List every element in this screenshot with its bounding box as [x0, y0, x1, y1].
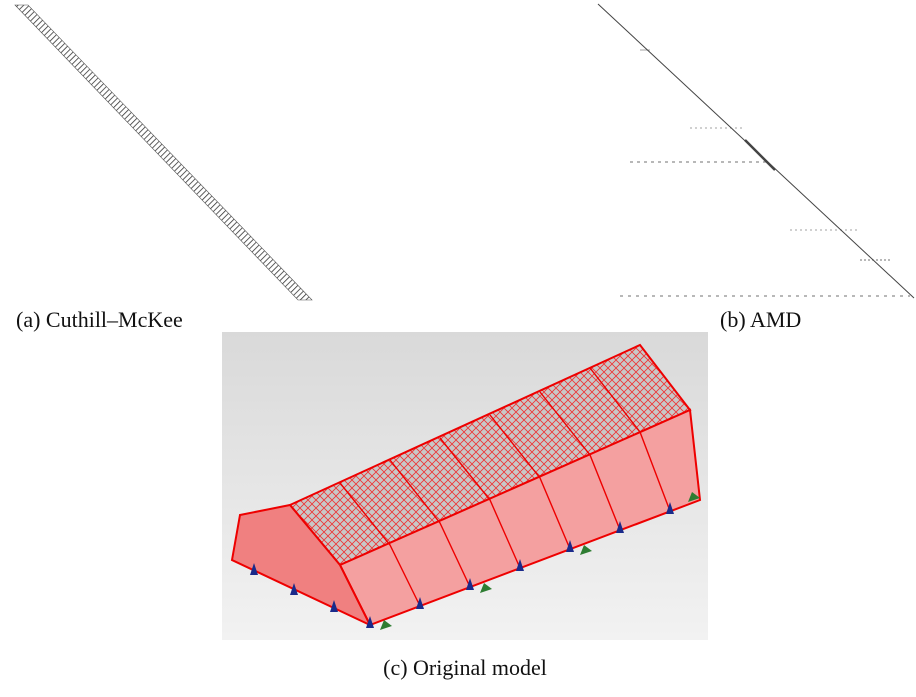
model-image — [222, 332, 708, 640]
caption: (c) Original model — [383, 655, 547, 680]
caption: (b) AMD — [720, 307, 801, 332]
page: (a) Cuthill–McKee (b) AMD — [0, 0, 916, 697]
caption: (a) Cuthill–McKee — [16, 307, 183, 332]
sparsity-plot-a — [15, 5, 312, 300]
sparsity-plot-b — [598, 4, 914, 298]
figure: (a) Cuthill–McKee (b) AMD — [0, 0, 916, 697]
